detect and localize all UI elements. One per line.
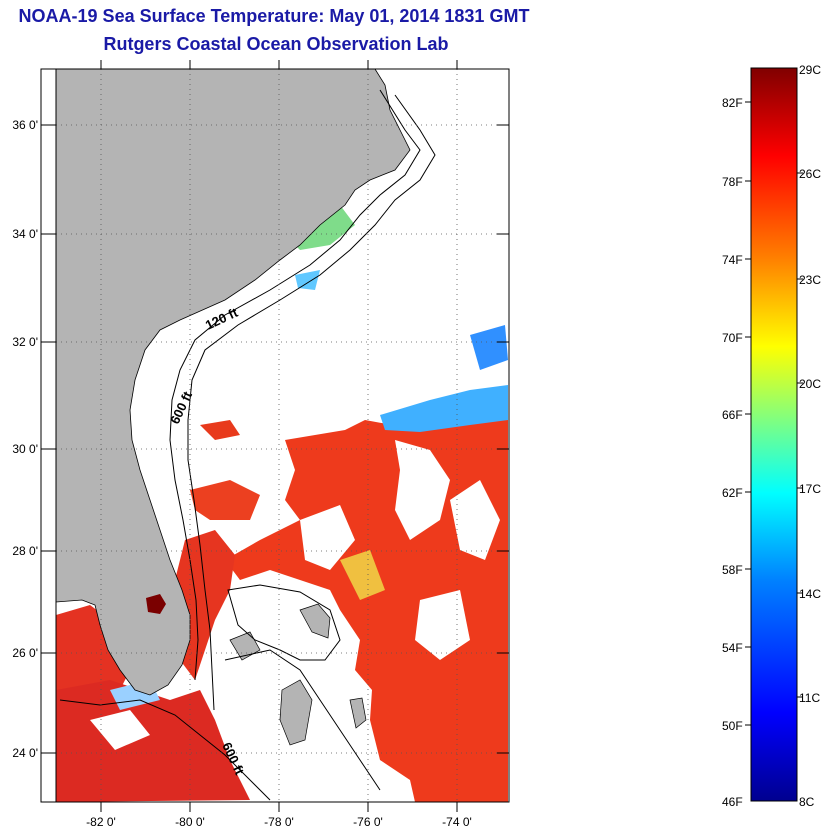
lat-label: 34 0' (12, 227, 38, 241)
lon-label: -76 0' (353, 815, 383, 829)
land-mainland (56, 69, 411, 696)
cb-f-label: 50F (722, 719, 743, 733)
lat-label: 24 0' (12, 746, 38, 760)
lon-label: -78 0' (264, 815, 294, 829)
map-title: NOAA-19 Sea Surface Temperature: May 01,… (18, 6, 530, 26)
longitude-labels: -82 0' -80 0' -78 0' -76 0' -74 0' (86, 815, 472, 829)
cb-f-label: 66F (722, 408, 743, 422)
cb-f-label: 70F (722, 331, 743, 345)
cb-f-label: 46F (722, 795, 743, 809)
cb-f-label: 78F (722, 175, 743, 189)
colorbar (750, 67, 798, 802)
cb-c-label: 26C (799, 167, 821, 181)
colorbar-fahrenheit-labels: 82F 78F 74F 70F 66F 62F 58F 54F 50F 46F (722, 96, 743, 809)
cb-c-label: 8C (799, 795, 815, 809)
cb-f-label: 58F (722, 563, 743, 577)
cb-c-label: 11C (799, 691, 820, 705)
latitude-labels: 36 0' 34 0' 32 0' 30 0' 28 0' 26 0' 24 0… (12, 118, 38, 760)
lon-label: -80 0' (175, 815, 205, 829)
lon-label: -82 0' (86, 815, 116, 829)
lat-label: 26 0' (12, 646, 38, 660)
lat-label: 32 0' (12, 335, 38, 349)
lon-label: -74 0' (442, 815, 472, 829)
cb-f-label: 82F (722, 96, 743, 110)
cb-f-label: 62F (722, 486, 743, 500)
cb-c-label: 14C (799, 587, 821, 601)
graticule (56, 69, 509, 802)
lat-label: 28 0' (12, 544, 38, 558)
bathymetry-contours (59, 89, 436, 801)
map-subtitle: Rutgers Coastal Ocean Observation Lab (103, 34, 449, 54)
colorbar-celsius-labels: 29C 26C 23C 20C 17C 14C 11C 8C (799, 63, 821, 809)
cb-f-label: 74F (722, 253, 743, 267)
cb-c-label: 23C (799, 273, 821, 287)
lat-label: 36 0' (12, 118, 38, 132)
cb-c-label: 17C (799, 482, 821, 496)
cb-c-label: 20C (799, 377, 821, 391)
cb-f-label: 54F (722, 641, 743, 655)
lat-label: 30 0' (12, 442, 38, 456)
land-islands (229, 603, 367, 746)
sst-cool-fringe (110, 205, 508, 710)
cb-c-label: 29C (799, 63, 821, 77)
